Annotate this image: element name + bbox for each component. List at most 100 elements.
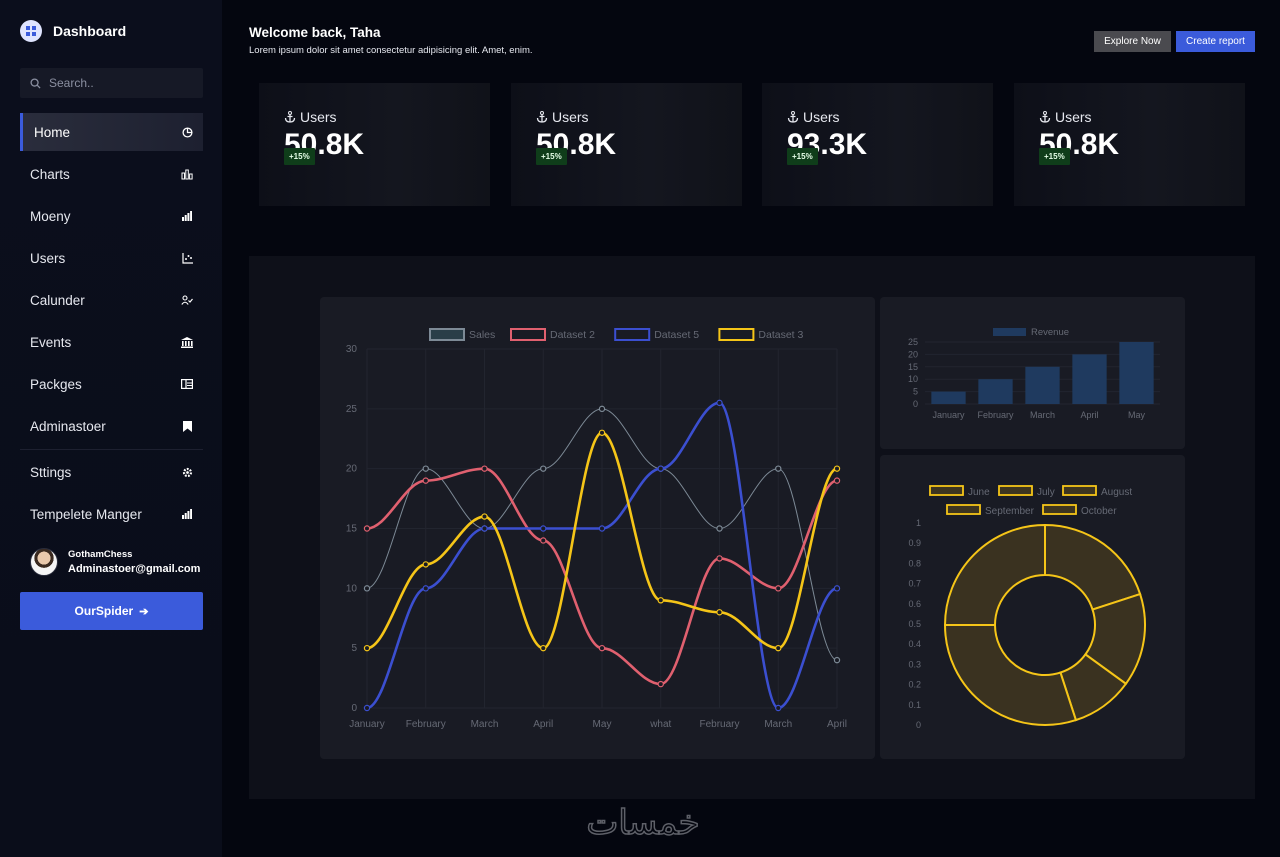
x-tick-label: January xyxy=(932,410,965,420)
data-point xyxy=(363,525,371,532)
data-point xyxy=(775,704,782,712)
y-tick-label: 0.2 xyxy=(908,680,921,690)
legend-label: Revenue xyxy=(1031,327,1069,338)
status-badge: +15% xyxy=(284,148,315,165)
x-tick-label: March xyxy=(1030,410,1055,420)
sidebar-item-calendar[interactable]: Calunder xyxy=(20,281,203,319)
brand-title: Dashboard xyxy=(53,23,127,39)
bookmark-icon xyxy=(181,420,193,432)
bar xyxy=(1025,366,1060,404)
page-subtitle: Lorem ipsum dolor sit amet consectetur a… xyxy=(249,45,533,56)
data-point xyxy=(481,525,488,532)
user-check-icon xyxy=(181,294,193,306)
anchor-icon xyxy=(536,111,548,123)
sidebar-divider xyxy=(20,449,203,450)
donut-slice xyxy=(1044,523,1142,611)
data-point xyxy=(775,644,782,652)
legend-label: Dataset 3 xyxy=(758,329,803,341)
y-tick-label: 0.6 xyxy=(908,599,921,609)
series-line xyxy=(366,401,838,710)
data-point xyxy=(833,465,841,472)
signal-bars-icon xyxy=(181,210,193,222)
search-input[interactable] xyxy=(47,75,191,91)
sidebar-item-label: Calunder xyxy=(30,292,85,308)
y-tick-label: 20 xyxy=(908,349,918,359)
line-chart: 0 5 10 15 20 25 30 January February March April May… xyxy=(346,328,847,730)
ourspider-button-label: OurSpider xyxy=(74,604,134,618)
pie-chart-icon xyxy=(181,126,193,138)
x-tick-label: March xyxy=(764,719,792,730)
y-tick-label: 20 xyxy=(346,464,358,475)
legend-swatch xyxy=(998,485,1033,496)
data-point xyxy=(540,537,547,544)
x-tick-label: April xyxy=(533,719,553,730)
stat-card: Users 50.8K +15% xyxy=(1014,83,1245,206)
sidebar-item-settings[interactable]: Sttings xyxy=(20,453,203,491)
bar xyxy=(1119,342,1154,404)
bar xyxy=(1072,354,1107,404)
profile-name: GothamChess xyxy=(68,549,133,560)
stat-label: Users xyxy=(300,109,337,125)
legend-swatch xyxy=(614,328,651,341)
y-tick-label: 30 xyxy=(346,344,358,355)
legend-label: June xyxy=(968,487,990,498)
profile-email: Adminastoer@gmail.com xyxy=(68,563,201,575)
gear-icon xyxy=(181,466,193,478)
sidebar-item-admin[interactable]: Adminastoer xyxy=(20,407,203,445)
data-point xyxy=(716,609,723,616)
y-tick-label: 10 xyxy=(908,374,918,384)
search-icon xyxy=(30,77,41,89)
data-point xyxy=(657,597,664,604)
explore-now-button[interactable]: Explore Now xyxy=(1094,31,1171,52)
data-point xyxy=(363,585,371,592)
data-point xyxy=(598,644,606,652)
donut-slice xyxy=(943,624,1078,726)
sidebar-item-template-manager[interactable]: Tempelete Manger xyxy=(20,495,203,533)
data-point xyxy=(363,704,371,712)
sidebar-item-events[interactable]: Events xyxy=(20,323,203,361)
user-profile[interactable]: GothamChess Adminastoer@gmail.com xyxy=(30,548,200,576)
donut-chart: June July August September October 0 0.1 0.2 0.3… xyxy=(908,485,1146,730)
sidebar-item-label: Users xyxy=(30,250,66,266)
legend-swatch xyxy=(1042,504,1077,515)
sidebar-item-label: Home xyxy=(34,124,71,140)
y-tick-label: 10 xyxy=(346,583,358,594)
data-point xyxy=(657,680,664,688)
arrow-right-icon: ➔ xyxy=(139,605,149,618)
x-tick-label: March xyxy=(471,719,499,730)
donut-slice xyxy=(943,523,1046,626)
sidebar-item-money[interactable]: Moeny xyxy=(20,197,203,235)
anchor-icon xyxy=(787,111,799,123)
sidebar-item-users[interactable]: Users xyxy=(20,239,203,277)
stat-card: Users 93.3K +15% xyxy=(762,83,993,206)
sidebar-item-charts[interactable]: Charts xyxy=(20,155,203,193)
stat-card: Users 50.8K +15% xyxy=(259,83,490,206)
legend-swatch xyxy=(429,328,465,341)
bar-chart-panel: 0 5 10 15 20 25 Revenue January February March Apr… xyxy=(880,297,1185,449)
sidebar-item-label: Tempelete Manger xyxy=(30,506,142,522)
stat-label: Users xyxy=(1055,109,1092,125)
legend-label: Dataset 5 xyxy=(654,329,699,341)
donut-chart-panel: June July August September October 0 0.1 0.2 0.3… xyxy=(880,455,1185,759)
data-point xyxy=(716,525,723,532)
series-line xyxy=(366,431,838,650)
sidebar-item-label: Packges xyxy=(30,376,82,392)
y-tick-label: 5 xyxy=(351,643,357,654)
ourspider-button[interactable]: OurSpider ➔ xyxy=(20,592,203,630)
x-tick-label: May xyxy=(1128,410,1146,420)
create-report-button[interactable]: Create report xyxy=(1176,31,1255,52)
x-tick-label: what xyxy=(649,719,671,730)
bar xyxy=(978,379,1013,404)
watermark-logo: خمسات xyxy=(586,802,701,844)
sidebar-item-home[interactable]: Home xyxy=(20,113,203,151)
watermark-text: خمسات xyxy=(586,803,699,843)
y-tick-label: 0 xyxy=(351,703,357,714)
y-tick-label: 0.5 xyxy=(908,619,921,629)
search-box[interactable] xyxy=(20,68,203,98)
brand[interactable]: Dashboard xyxy=(20,20,126,42)
sidebar-item-packages[interactable]: Packges xyxy=(20,365,203,403)
legend-swatch xyxy=(1062,485,1097,496)
avatar xyxy=(30,548,58,576)
anchor-icon xyxy=(284,111,296,123)
y-tick-label: 0.9 xyxy=(908,538,921,548)
